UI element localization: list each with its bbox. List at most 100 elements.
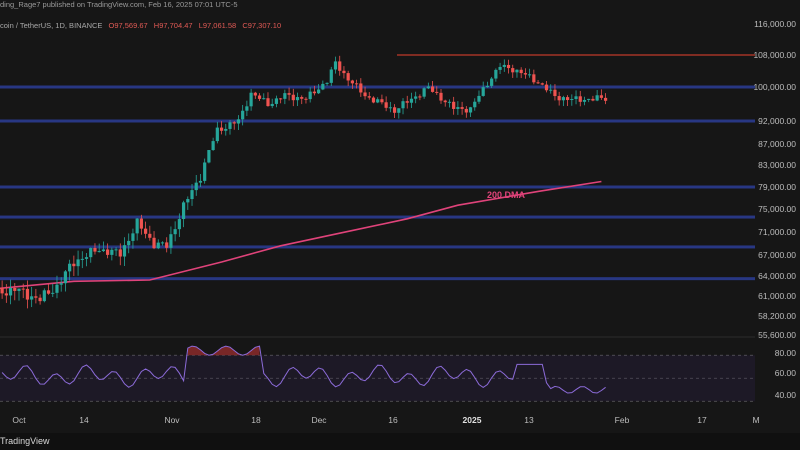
tradingview-logo-text[interactable]: TradingView (0, 436, 50, 446)
candle-body (68, 263, 72, 272)
candle-body (561, 97, 565, 101)
candle-body (241, 110, 245, 120)
candle-body (46, 290, 51, 294)
candle-body (523, 73, 527, 75)
candle-body (528, 74, 532, 76)
candle-body (422, 88, 426, 97)
support-level-1 (0, 119, 755, 123)
candle-body (25, 288, 30, 300)
candle-body (156, 242, 160, 249)
candle-body (152, 237, 156, 249)
candle-body (127, 240, 131, 246)
candle-body (338, 61, 342, 71)
candle-body (384, 102, 388, 108)
candle-body (392, 107, 397, 113)
candle-body (477, 95, 481, 102)
candle-body (346, 73, 350, 81)
candle-body (333, 61, 338, 70)
candle-body (97, 251, 101, 253)
ohlc-open: O97,569.67 (108, 21, 148, 30)
candle-body (599, 95, 603, 98)
candle-body (502, 64, 506, 67)
candle-body (376, 99, 380, 103)
candle-body (42, 290, 46, 302)
candle-body (468, 107, 473, 113)
rsi-overbought-fill (187, 346, 260, 356)
price-tick-55600: 55,600.00 (758, 330, 796, 340)
candle-body (160, 242, 165, 244)
candle-body (80, 258, 84, 260)
time-tick-17: 17 (697, 415, 707, 425)
candle-body (76, 259, 80, 267)
candle-body (287, 93, 291, 95)
symbol-legend[interactable]: coin / TetherUS, 1D, BINANCE O97,569.67 … (0, 20, 285, 32)
rsi-tick-60: 60.00 (774, 368, 796, 378)
candle-body (405, 101, 409, 103)
candle-body (603, 97, 608, 101)
candle-body (144, 228, 148, 234)
candle-body (291, 94, 295, 101)
candle-body (388, 107, 392, 109)
footer-bar: TradingView (0, 433, 800, 450)
support-level-2 (0, 185, 755, 189)
candle-body (506, 64, 511, 69)
candle-body (245, 106, 249, 111)
candle-body (232, 122, 236, 124)
candle-body (397, 108, 401, 113)
candle-body (380, 99, 384, 103)
candle-body (435, 91, 439, 93)
candle-body (207, 150, 211, 163)
candle-body (224, 128, 228, 131)
candle-body (511, 68, 515, 73)
candle-body (460, 107, 464, 109)
candle-body (198, 180, 203, 183)
candle-body (236, 119, 241, 124)
candle-body (203, 162, 207, 181)
candle-body (321, 83, 325, 90)
rsi-band (0, 355, 755, 402)
candle-body (270, 103, 274, 107)
candle-body (262, 98, 266, 100)
price-tick-116000: 116,000.00 (754, 19, 796, 29)
candle-body (464, 108, 468, 113)
candle-body (578, 96, 582, 102)
candle-body (8, 288, 13, 296)
candle-body (101, 249, 105, 252)
candle-body (574, 96, 578, 100)
candle-body (219, 127, 224, 131)
candle-body (325, 82, 329, 84)
time-tick-dec: Dec (311, 415, 327, 425)
candle-body (452, 101, 456, 109)
candle-body (295, 97, 300, 101)
candle-body (363, 92, 367, 97)
candle-body (371, 97, 376, 103)
candle-body (570, 99, 574, 101)
rsi-pane (0, 336, 755, 402)
candle-body (494, 69, 498, 79)
candle-body (359, 83, 363, 93)
candle-body (473, 101, 477, 108)
candle-body (17, 288, 21, 291)
candle-body (4, 293, 8, 296)
candle-body (329, 69, 333, 83)
candle-body (481, 87, 485, 96)
rsi-tick-40: 40.00 (774, 390, 796, 400)
candle-body (51, 292, 55, 294)
candle-body (312, 91, 316, 94)
time-tick-m: M (752, 415, 760, 425)
dma-200-line (0, 180, 602, 290)
candle-body (447, 101, 452, 103)
price-tick-108000: 108,000.00 (753, 50, 796, 60)
candle-body (582, 99, 587, 102)
candle-body (55, 284, 59, 293)
candle-body (21, 288, 25, 290)
time-tick-16: 16 (388, 415, 398, 425)
time-tick-oct: Oct (12, 415, 26, 425)
candle-body (439, 92, 443, 101)
candle-body (283, 93, 287, 99)
rsi-tick-80: 80.00 (774, 348, 796, 358)
time-tick-feb: Feb (614, 415, 630, 425)
candle-body (490, 78, 494, 86)
